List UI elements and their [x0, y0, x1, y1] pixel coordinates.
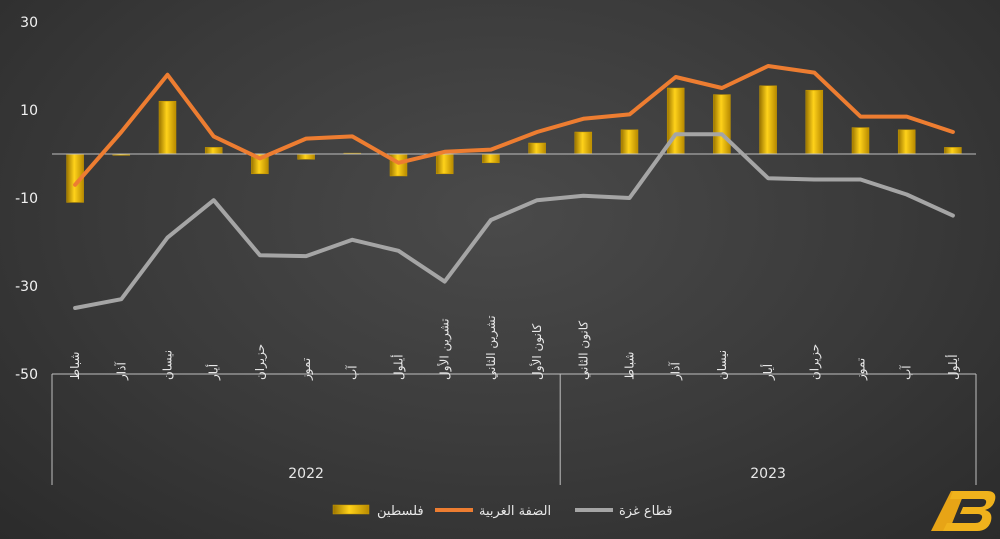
y-axis: 30 10 -10 -30 -50 [15, 15, 38, 383]
line-gaza [73, 132, 955, 310]
x-tick-label: نيسان [715, 350, 729, 380]
bar-palestine [158, 100, 177, 155]
x-axis: شباط آذار نيسان أيار حزيران تموز آب أيلول تشرين … [51, 315, 977, 485]
bar-palestine [528, 142, 546, 155]
y-tick-label: -50 [15, 367, 38, 383]
bar-palestine [482, 153, 500, 164]
bar-palestine [805, 89, 824, 155]
x-tick-label: شباط [623, 352, 637, 380]
x-tick-label: آب [344, 365, 359, 380]
x-tick-label: أيار [206, 364, 222, 381]
logo-mark-b [943, 491, 996, 531]
x-tick-label: أيلول [391, 354, 407, 380]
x-tick-label: كانون الأول [529, 323, 545, 380]
x-tick-label: آذار [113, 362, 129, 381]
line-west-bank [73, 64, 955, 187]
x-tick-label: آب [899, 365, 914, 380]
bar-palestine [897, 129, 916, 155]
bar-palestine [759, 85, 777, 155]
x-tick-label: حزيران [253, 344, 268, 380]
line-series [73, 64, 955, 310]
legend-label: الضفة الغربية [479, 504, 551, 519]
legend-label: فلسطين [377, 504, 424, 519]
x-tick-label: تشرين الثاني [484, 315, 499, 380]
bar-palestine [944, 147, 962, 155]
bar-palestine [851, 127, 870, 155]
logo [931, 491, 996, 531]
x-tick-label: نيسان [161, 350, 175, 380]
bar-series-palestine [66, 85, 962, 203]
x-tick-label: أيار [760, 364, 776, 381]
year-group-label: 2022 [288, 466, 324, 482]
y-tick-label: 10 [20, 103, 38, 119]
bar-palestine [713, 94, 731, 155]
x-tick-label: آذار [668, 362, 684, 381]
x-tick-label: كانون الثاني [576, 321, 591, 380]
x-tick-label: تموز [299, 358, 314, 381]
bar-palestine [297, 153, 315, 160]
x-tick-label: تشرين الأول [437, 318, 453, 380]
x-tick-label: حزيران [807, 344, 822, 380]
bar-palestine [435, 153, 454, 175]
x-tick-label: أيلول [945, 354, 961, 380]
bar-palestine [204, 147, 223, 155]
legend: فلسطين الضفة الغربية قطاع غزة [332, 504, 673, 519]
y-tick-label: -10 [15, 191, 38, 207]
logo-mark-a [931, 491, 965, 531]
bar-palestine [620, 129, 639, 155]
y-tick-label: 30 [20, 15, 38, 31]
legend-label: قطاع غزة [619, 504, 673, 519]
x-tick-label: تموز [854, 358, 869, 381]
legend-swatch [332, 504, 370, 515]
x-tick-label: شباط [68, 352, 82, 380]
bar-palestine [574, 131, 593, 155]
y-tick-label: -30 [15, 279, 38, 295]
year-group-label: 2023 [750, 466, 786, 482]
